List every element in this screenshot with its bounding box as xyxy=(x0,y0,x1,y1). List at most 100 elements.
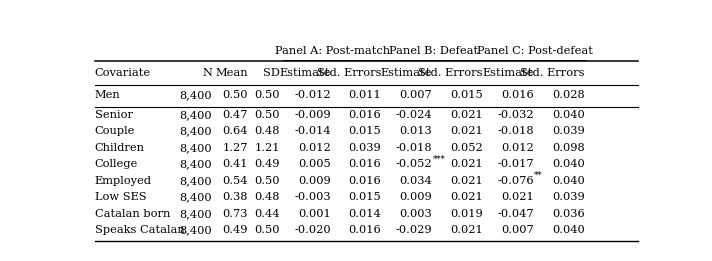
Text: 0.021: 0.021 xyxy=(450,159,483,169)
Text: 8,400: 8,400 xyxy=(179,176,212,186)
Text: 0.48: 0.48 xyxy=(254,126,280,137)
Text: 0.54: 0.54 xyxy=(222,176,248,186)
Text: 0.040: 0.040 xyxy=(552,110,585,120)
Text: 8,400: 8,400 xyxy=(179,126,212,137)
Text: -0.003: -0.003 xyxy=(294,192,330,202)
Text: 8,400: 8,400 xyxy=(179,192,212,202)
Text: 0.50: 0.50 xyxy=(254,110,280,120)
Text: Catalan born: Catalan born xyxy=(95,209,170,219)
Text: 0.098: 0.098 xyxy=(552,143,585,153)
Text: 0.003: 0.003 xyxy=(399,209,432,219)
Text: 0.009: 0.009 xyxy=(298,176,330,186)
Text: 8,400: 8,400 xyxy=(179,143,212,153)
Text: -0.018: -0.018 xyxy=(396,143,432,153)
Text: 0.007: 0.007 xyxy=(399,90,432,100)
Text: -0.047: -0.047 xyxy=(497,209,534,219)
Text: -0.052: -0.052 xyxy=(396,159,432,169)
Text: -0.018: -0.018 xyxy=(497,126,534,137)
Text: 0.040: 0.040 xyxy=(552,225,585,235)
Text: 0.009: 0.009 xyxy=(399,192,432,202)
Text: 0.021: 0.021 xyxy=(450,225,483,235)
Text: Employed: Employed xyxy=(95,176,152,186)
Text: 0.012: 0.012 xyxy=(298,143,330,153)
Text: Panel A: Post-match: Panel A: Post-match xyxy=(275,46,390,56)
Text: Children: Children xyxy=(95,143,145,153)
Text: Std. Errors: Std. Errors xyxy=(419,68,483,78)
Text: 0.034: 0.034 xyxy=(399,176,432,186)
Text: 0.021: 0.021 xyxy=(450,176,483,186)
Text: -0.029: -0.029 xyxy=(396,225,432,235)
Text: Speaks Catalan: Speaks Catalan xyxy=(95,225,184,235)
Text: 0.50: 0.50 xyxy=(254,90,280,100)
Text: 0.49: 0.49 xyxy=(222,225,248,235)
Text: 0.021: 0.021 xyxy=(450,126,483,137)
Text: **: ** xyxy=(534,171,543,180)
Text: Std. Errors: Std. Errors xyxy=(520,68,585,78)
Text: N: N xyxy=(202,68,212,78)
Text: 0.013: 0.013 xyxy=(399,126,432,137)
Text: 0.44: 0.44 xyxy=(254,209,280,219)
Text: -0.017: -0.017 xyxy=(497,159,534,169)
Text: 0.001: 0.001 xyxy=(298,209,330,219)
Text: Estimate: Estimate xyxy=(482,68,534,78)
Text: Mean: Mean xyxy=(215,68,248,78)
Text: Estimate: Estimate xyxy=(381,68,432,78)
Text: 0.48: 0.48 xyxy=(254,192,280,202)
Text: 0.41: 0.41 xyxy=(222,159,248,169)
Text: -0.012: -0.012 xyxy=(294,90,330,100)
Text: 0.052: 0.052 xyxy=(450,143,483,153)
Text: SD: SD xyxy=(263,68,280,78)
Text: 0.040: 0.040 xyxy=(552,176,585,186)
Text: 0.016: 0.016 xyxy=(349,225,382,235)
Text: -0.014: -0.014 xyxy=(294,126,330,137)
Text: 0.016: 0.016 xyxy=(501,90,534,100)
Text: Panel C: Post-defeat: Panel C: Post-defeat xyxy=(478,46,593,56)
Text: 0.47: 0.47 xyxy=(222,110,248,120)
Text: 0.50: 0.50 xyxy=(254,176,280,186)
Text: 0.028: 0.028 xyxy=(552,90,585,100)
Text: 0.019: 0.019 xyxy=(450,209,483,219)
Text: 8,400: 8,400 xyxy=(179,225,212,235)
Text: 0.016: 0.016 xyxy=(349,176,382,186)
Text: 0.64: 0.64 xyxy=(222,126,248,137)
Text: Men: Men xyxy=(95,90,120,100)
Text: 8,400: 8,400 xyxy=(179,110,212,120)
Text: -0.032: -0.032 xyxy=(497,110,534,120)
Text: -0.024: -0.024 xyxy=(396,110,432,120)
Text: 0.50: 0.50 xyxy=(222,90,248,100)
Text: Panel B: Defeat: Panel B: Defeat xyxy=(389,46,478,56)
Text: 0.015: 0.015 xyxy=(349,192,382,202)
Text: Couple: Couple xyxy=(95,126,135,137)
Text: 0.039: 0.039 xyxy=(349,143,382,153)
Text: 0.38: 0.38 xyxy=(222,192,248,202)
Text: College: College xyxy=(95,159,137,169)
Text: 0.016: 0.016 xyxy=(349,159,382,169)
Text: 0.040: 0.040 xyxy=(552,159,585,169)
Text: 0.015: 0.015 xyxy=(349,126,382,137)
Text: 0.015: 0.015 xyxy=(450,90,483,100)
Text: 8,400: 8,400 xyxy=(179,159,212,169)
Text: 0.039: 0.039 xyxy=(552,192,585,202)
Text: 1.27: 1.27 xyxy=(222,143,248,153)
Text: Low SES: Low SES xyxy=(95,192,146,202)
Text: -0.009: -0.009 xyxy=(294,110,330,120)
Text: Covariate: Covariate xyxy=(95,68,151,78)
Text: -0.076: -0.076 xyxy=(497,176,534,186)
Text: 0.49: 0.49 xyxy=(254,159,280,169)
Text: ***: *** xyxy=(433,154,446,163)
Text: 0.012: 0.012 xyxy=(501,143,534,153)
Text: Estimate: Estimate xyxy=(279,68,330,78)
Text: 8,400: 8,400 xyxy=(179,209,212,219)
Text: Std. Errors: Std. Errors xyxy=(317,68,382,78)
Text: 0.036: 0.036 xyxy=(552,209,585,219)
Text: 1.21: 1.21 xyxy=(254,143,280,153)
Text: 0.016: 0.016 xyxy=(349,110,382,120)
Text: Senior: Senior xyxy=(95,110,132,120)
Text: 0.014: 0.014 xyxy=(349,209,382,219)
Text: 0.73: 0.73 xyxy=(222,209,248,219)
Text: 0.021: 0.021 xyxy=(450,192,483,202)
Text: -0.020: -0.020 xyxy=(294,225,330,235)
Text: 0.005: 0.005 xyxy=(298,159,330,169)
Text: 0.50: 0.50 xyxy=(254,225,280,235)
Text: 0.011: 0.011 xyxy=(349,90,382,100)
